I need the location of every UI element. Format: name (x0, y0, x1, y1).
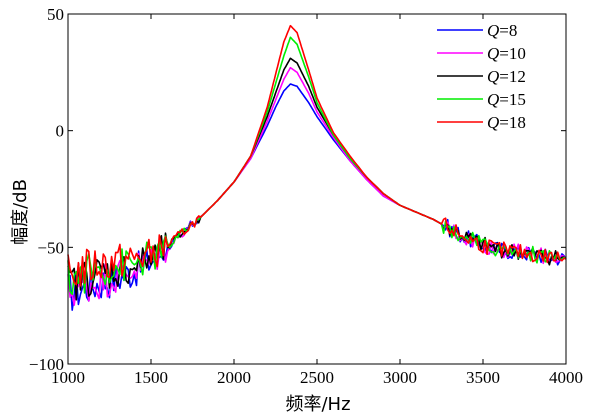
x-tick-label: 4000 (549, 368, 583, 387)
y-tick-label: −50 (37, 238, 64, 257)
legend-label: Q=8 (487, 21, 517, 40)
legend-var: Q (487, 113, 499, 132)
y-tick-label: 0 (56, 122, 65, 141)
x-tick-label: 1500 (134, 368, 168, 387)
legend-label: Q=15 (487, 90, 526, 109)
legend-value: =10 (499, 44, 526, 63)
legend-value: =18 (499, 113, 526, 132)
legend-label: Q=10 (487, 44, 526, 63)
series-line-5 (67, 24, 567, 287)
legend-var: Q (487, 21, 499, 40)
legend-label: Q=18 (487, 113, 526, 132)
x-tick-label: 3500 (466, 368, 500, 387)
x-tick-label: 1000 (51, 368, 85, 387)
legend-var: Q (487, 67, 499, 86)
y-tick-label: 50 (47, 5, 64, 24)
legend: Q=8Q=10Q=12Q=15Q=18 (437, 21, 526, 132)
legend-var: Q (487, 90, 499, 109)
x-tick-label: 2000 (217, 368, 251, 387)
axis-ticks: 1000 1500 2000 2500 3000 3500 4000 −100 −50 0 50 (29, 5, 583, 387)
y-axis-label: 幅度/dB (10, 179, 31, 245)
legend-value: =15 (499, 90, 526, 109)
legend-var: Q (487, 44, 499, 63)
legend-value: =8 (499, 21, 517, 40)
legend-label: Q=12 (487, 67, 526, 86)
y-tick-label: −100 (29, 355, 64, 374)
x-tick-label: 3000 (383, 368, 417, 387)
x-tick-label: 2500 (300, 368, 334, 387)
series-layer (67, 24, 567, 311)
legend-value: =12 (499, 67, 526, 86)
x-axis-label: 频率/Hz (285, 394, 350, 415)
